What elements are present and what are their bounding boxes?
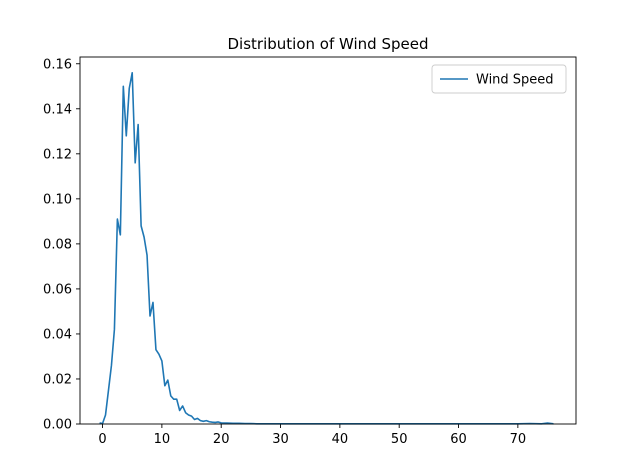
- y-tick-label: 0.08: [43, 237, 72, 252]
- x-tick-label: 40: [332, 432, 349, 447]
- y-tick-label: 0.10: [43, 192, 72, 207]
- y-tick-label: 0.02: [43, 372, 72, 387]
- x-axis: 0 10 20 30 40 50 60 70: [98, 424, 526, 447]
- y-tick-label: 0.14: [43, 102, 72, 117]
- series-line-wind-speed: [99, 71, 554, 425]
- y-tick-label: 0.04: [43, 327, 72, 342]
- x-tick-label: 10: [154, 432, 171, 447]
- x-tick-label: 60: [450, 432, 467, 447]
- y-tick-label: 0.06: [43, 282, 72, 297]
- chart-title: Distribution of Wind Speed: [228, 35, 429, 53]
- legend: Wind Speed: [431, 64, 567, 94]
- x-tick-label: 30: [272, 432, 289, 447]
- x-tick-label: 0: [98, 432, 106, 447]
- x-tick-label: 20: [213, 432, 230, 447]
- y-tick-label: 0.00: [43, 418, 72, 433]
- x-tick-label: 50: [391, 432, 408, 447]
- plot-frame: [79, 56, 577, 425]
- x-tick-label: 70: [510, 432, 527, 447]
- y-axis: 0.00 0.02 0.04 0.06 0.08 0.10 0.12 0.14 0.16: [43, 57, 80, 433]
- legend-box: [431, 64, 567, 94]
- y-tick-label: 0.16: [43, 57, 72, 72]
- legend-label-wind-speed: Wind Speed: [476, 73, 554, 88]
- y-tick-label: 0.12: [43, 147, 72, 162]
- plot-area: [99, 71, 554, 425]
